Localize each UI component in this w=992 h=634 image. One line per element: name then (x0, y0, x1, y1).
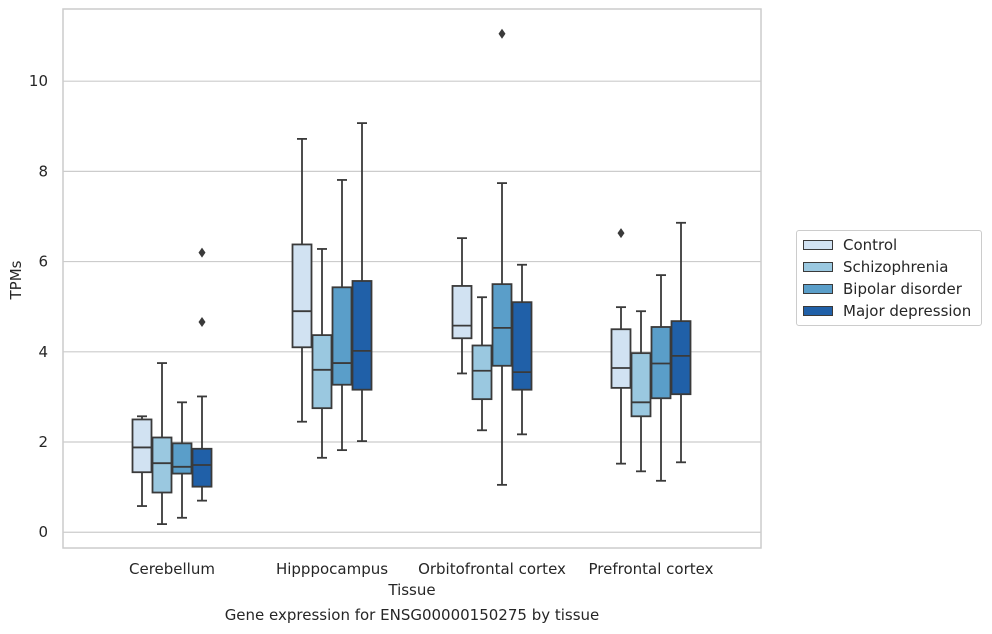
outlier-marker (498, 28, 506, 39)
y-tick-label: 0 (38, 523, 48, 541)
box-body (650, 326, 672, 400)
box-body (451, 285, 473, 340)
box-2-3 (650, 274, 672, 482)
box-body (171, 442, 193, 475)
box-body (630, 352, 652, 418)
box-body (131, 418, 153, 474)
legend-label-major-depression: Major depression (843, 302, 972, 320)
box-3-2 (511, 263, 533, 436)
legend-label-schizophrenia: Schizophrenia (843, 258, 949, 276)
legend-item-schizophrenia: Schizophrenia (803, 257, 948, 277)
box-3-1 (351, 122, 373, 443)
legend-item-control: Control (803, 235, 897, 255)
outlier-marker (617, 228, 625, 239)
box-body (331, 286, 353, 386)
boxes-layer (131, 28, 692, 525)
figure-caption: Gene expression for ENSG00000150275 by t… (224, 606, 600, 624)
box-body (610, 328, 632, 389)
box-body (291, 243, 313, 349)
legend: Control Schizophrenia Bipolar disorder M… (796, 230, 982, 326)
y-tick-label: 2 (38, 433, 48, 451)
legend-label-bipolar-disorder: Bipolar disorder (843, 280, 962, 298)
box-1-3 (630, 310, 652, 473)
x-tick-label: Hipppocampus (276, 560, 388, 578)
legend-label-control: Control (843, 236, 898, 254)
outlier-marker (198, 247, 206, 258)
box-0-1 (291, 138, 313, 423)
box-3-0 (191, 247, 213, 502)
box-body (311, 334, 333, 410)
y-tick-label: 10 (29, 72, 48, 90)
legend-swatch-major-depression (803, 306, 833, 316)
box-body (491, 283, 513, 367)
y-tick-labels: 0 2 4 6 8 10 (29, 72, 48, 541)
legend-swatch-schizophrenia (803, 262, 833, 272)
plot-frame (62, 8, 762, 549)
legend-swatch-control (803, 240, 833, 250)
box-1-1 (311, 248, 333, 459)
box-1-2 (471, 296, 493, 432)
box-0-3 (610, 228, 632, 465)
box-2-1 (331, 179, 353, 452)
box-1-0 (151, 362, 173, 525)
outlier-marker (198, 317, 206, 328)
y-axis-label: TPMs (7, 260, 25, 300)
y-tick-label: 4 (38, 343, 48, 361)
legend-swatch-bipolar-disorder (803, 284, 833, 294)
x-axis-label: Tissue (387, 581, 435, 599)
box-body (151, 436, 173, 494)
box-body (670, 320, 692, 396)
x-tick-label: Cerebellum (129, 560, 215, 578)
box-body (191, 447, 213, 488)
box-3-3 (670, 221, 692, 464)
box-body (351, 280, 373, 391)
y-tick-label: 8 (38, 162, 48, 180)
box-body (511, 301, 533, 391)
box-body (471, 344, 493, 401)
x-tick-labels: Cerebellum Hipppocampus Orbitofrontal cort… (129, 560, 714, 578)
box-2-2 (491, 28, 513, 486)
grid-lines (63, 80, 761, 533)
box-0-0 (131, 415, 153, 507)
box-2-0 (171, 401, 193, 519)
x-tick-label: Orbitofrontal cortex (418, 560, 566, 578)
box-0-2 (451, 237, 473, 375)
x-tick-label: Prefrontal cortex (589, 560, 714, 578)
y-tick-label: 6 (38, 253, 48, 271)
legend-item-bipolar-disorder: Bipolar disorder (803, 279, 962, 299)
legend-item-major-depression: Major depression (803, 301, 971, 321)
